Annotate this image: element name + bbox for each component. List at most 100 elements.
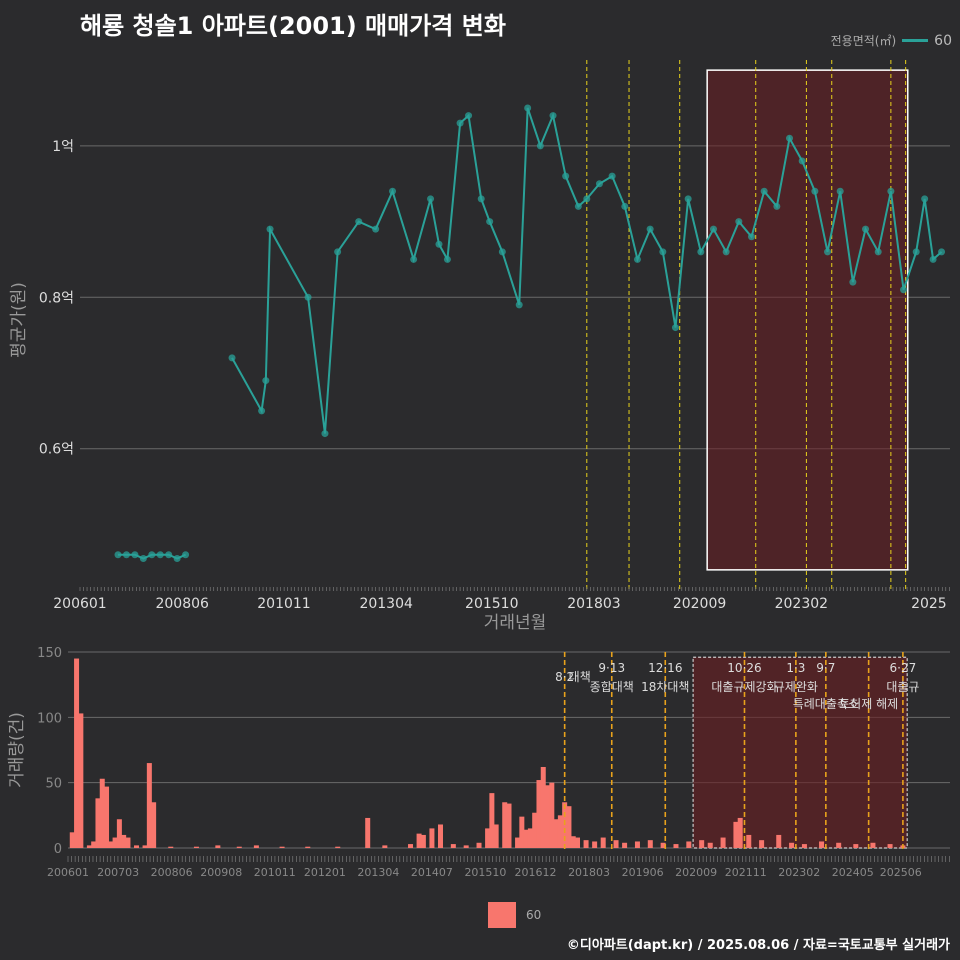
data-point: [131, 551, 139, 559]
bar: [104, 786, 110, 848]
data-point: [477, 195, 485, 203]
data-point: [524, 104, 532, 112]
x-tick-label: 202009: [675, 866, 717, 879]
bar: [335, 846, 341, 848]
bar: [707, 842, 713, 848]
bar: [91, 841, 97, 848]
bar: [536, 780, 542, 848]
data-point: [486, 218, 494, 226]
data-point: [786, 134, 794, 142]
bar: [583, 840, 589, 848]
data-point: [836, 187, 844, 195]
bar: [429, 828, 435, 848]
bar: [86, 845, 92, 848]
bar: [502, 802, 508, 848]
bar: [95, 798, 101, 848]
y-tick-label: 100: [37, 711, 62, 726]
x-tick-label: 202302: [778, 866, 820, 879]
bar: [553, 819, 559, 848]
data-point: [427, 195, 435, 203]
data-point: [355, 218, 363, 226]
bar: [519, 816, 525, 848]
bar: [193, 846, 199, 848]
data-point: [633, 255, 641, 263]
bar: [557, 815, 563, 848]
bar: [515, 837, 521, 848]
bar: [305, 846, 311, 848]
x-tick-label: 201407: [411, 866, 453, 879]
bar: [69, 832, 75, 848]
bar: [801, 844, 807, 848]
data-point: [148, 551, 156, 559]
annotation-label: 특례대출축소: [793, 697, 859, 711]
bar: [720, 837, 726, 848]
annotation-label: 대출규제강화: [711, 680, 777, 694]
bar-legend-swatch: [488, 902, 516, 928]
data-point: [258, 407, 266, 415]
bar: [527, 828, 533, 848]
data-point: [372, 225, 380, 233]
data-point: [443, 255, 451, 263]
data-point: [849, 278, 857, 286]
bar: [600, 837, 606, 848]
bar: [532, 812, 538, 848]
data-point: [929, 255, 937, 263]
bar: [570, 836, 576, 848]
data-point: [536, 142, 544, 150]
data-point: [921, 195, 929, 203]
bar: [116, 819, 122, 848]
x-tick-label: 201906: [622, 866, 664, 879]
data-point: [562, 172, 570, 180]
bar-legend: 60: [488, 902, 541, 928]
bar: [74, 658, 80, 848]
bar: [870, 842, 876, 848]
bar: [575, 837, 581, 848]
bar: [151, 802, 157, 848]
data-point: [621, 202, 629, 210]
data-point: [334, 248, 342, 256]
data-point: [321, 430, 329, 438]
bar: [746, 834, 752, 848]
data-point: [515, 301, 523, 309]
annotation-label: 대책: [569, 669, 591, 684]
annotation-date: 12·16: [648, 661, 682, 675]
data-point: [798, 157, 806, 165]
y-tick-label: 50: [45, 777, 62, 792]
bar: [437, 824, 443, 848]
data-point: [165, 551, 173, 559]
bar: [506, 803, 512, 848]
data-point: [410, 255, 418, 263]
bar: [776, 834, 782, 848]
data-point: [228, 354, 236, 362]
x-tick-label: 201510: [464, 866, 506, 879]
data-point: [595, 180, 603, 188]
bar: [613, 840, 619, 848]
bar: [789, 842, 795, 848]
bar: [420, 834, 426, 848]
bar: [545, 785, 551, 848]
x-tick-label: 200806: [155, 596, 209, 612]
x-tick-label: 201612: [515, 866, 557, 879]
y-axis-title: 거래량(건): [7, 712, 27, 788]
annotation-label: 대출규: [886, 680, 919, 694]
x-tick-label: 200806: [151, 866, 193, 879]
price-chart: 0.6억 0.8억 1억 200601 200806 201011 201304 201510…: [9, 60, 950, 633]
data-point: [900, 286, 908, 294]
bar: [382, 845, 388, 848]
bar: [450, 844, 456, 848]
bar: [168, 846, 174, 848]
x-tick-label: 202302: [775, 596, 828, 612]
y-tick-label: 150: [37, 646, 62, 661]
bar: [562, 802, 568, 848]
x-tick-label: 2025: [911, 596, 947, 612]
bar: [134, 845, 140, 848]
annotation-label: 18차대책: [641, 679, 689, 694]
data-point: [659, 248, 667, 256]
data-point: [435, 240, 443, 248]
bar: [476, 842, 482, 848]
data-point: [709, 225, 717, 233]
footer-credit: ©디아파트(dapt.kr) / 2025.08.06 / 자료=국토교통부 실…: [566, 938, 950, 953]
x-tick-label: 202009: [673, 596, 726, 612]
bar: [279, 846, 285, 848]
data-point: [266, 225, 274, 233]
